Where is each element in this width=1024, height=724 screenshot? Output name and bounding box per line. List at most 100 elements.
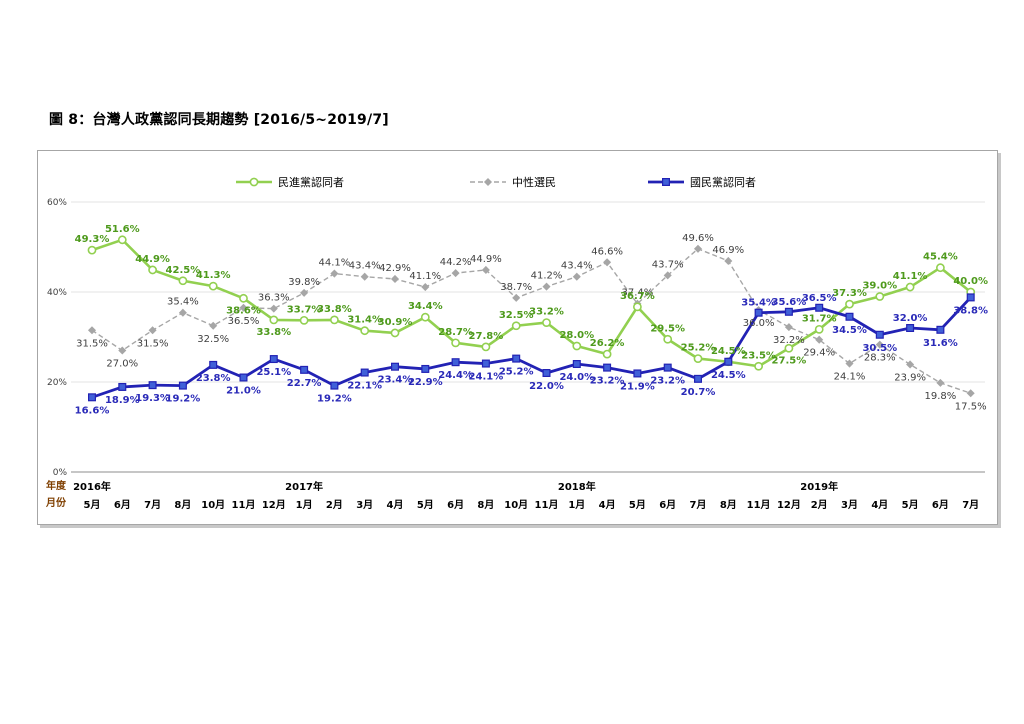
- x-tick-label: 6月: [932, 499, 949, 511]
- point-neutral: [269, 304, 278, 313]
- point-neutral: [330, 269, 339, 278]
- x-tick-label: 6月: [659, 499, 676, 511]
- point-neutral: [300, 288, 309, 297]
- data-label-kmt: 24.4%: [438, 370, 473, 381]
- point-dpp: [663, 334, 673, 344]
- point-dpp: [178, 276, 188, 286]
- point-dpp: [511, 321, 521, 331]
- legend-label-dpp: 民進黨認同者: [278, 175, 344, 189]
- point-neutral: [815, 335, 824, 344]
- legend-layer: 民進黨認同者 中性選民 國民黨認同者: [236, 175, 756, 189]
- point-neutral: [966, 389, 975, 398]
- data-label-dpp: 30.9%: [378, 317, 413, 328]
- point-kmt: [148, 381, 157, 390]
- data-label-kmt: 21.9%: [620, 381, 655, 392]
- point-neutral: [178, 308, 187, 317]
- point-kmt: [603, 363, 612, 372]
- point-dpp: [239, 293, 248, 303]
- point-neutral: [693, 244, 703, 253]
- y-tick-label: 40%: [47, 288, 67, 298]
- data-label-kmt: 23.2%: [650, 376, 685, 387]
- data-label-neutral: 44.9%: [470, 254, 502, 265]
- series-line-neutral: [91, 248, 971, 394]
- legend-marker-dpp: [249, 177, 259, 187]
- data-label-dpp: 28.0%: [559, 330, 594, 341]
- data-label-neutral: 43.4%: [349, 261, 381, 272]
- data-label-neutral: 46.6%: [591, 246, 623, 257]
- data-label-neutral: 24.1%: [834, 372, 866, 383]
- point-kmt: [663, 363, 672, 372]
- point-dpp: [390, 328, 400, 338]
- point-neutral: [936, 378, 945, 387]
- data-label-kmt: 24.1%: [469, 372, 504, 383]
- point-dpp: [814, 324, 824, 334]
- point-neutral: [239, 303, 248, 312]
- data-label-neutral: 41.1%: [409, 271, 441, 282]
- point-dpp: [754, 361, 763, 371]
- point-neutral: [451, 269, 460, 278]
- data-label-dpp: 49.3%: [75, 234, 110, 245]
- point-neutral: [784, 323, 793, 332]
- data-label-dpp: 23.5%: [741, 350, 776, 361]
- data-label-neutral: 31.5%: [76, 338, 108, 349]
- data-label-kmt: 34.5%: [832, 325, 867, 336]
- x-year-label: 2017年: [285, 480, 323, 493]
- point-kmt: [118, 382, 127, 391]
- data-label-neutral: 38.7%: [500, 282, 532, 293]
- label-layer: 31.5% 27.0% 31.5% 35.4% 32.5% 36.5% 36.3% 39.8%…: [75, 224, 988, 416]
- data-label-dpp: 33.8%: [317, 304, 352, 315]
- point-kmt: [360, 368, 369, 377]
- point-kmt: [936, 325, 945, 334]
- x-tick-label: 10月: [201, 499, 225, 511]
- data-label-neutral: 36.3%: [258, 293, 290, 304]
- x-year-label: 2019年: [800, 480, 838, 493]
- point-kmt: [209, 360, 218, 369]
- point-kmt: [784, 307, 793, 316]
- data-label-neutral: 29.4%: [803, 348, 835, 359]
- data-label-kmt: 19.3%: [135, 393, 170, 404]
- x-tick-label: 2月: [326, 499, 343, 511]
- point-kmt: [451, 358, 460, 367]
- data-label-neutral: 28.3%: [864, 353, 896, 364]
- point-kmt: [542, 369, 551, 378]
- point-kmt: [815, 303, 824, 312]
- data-label-kmt: 22.1%: [347, 381, 382, 392]
- point-kmt: [966, 293, 975, 302]
- data-label-dpp: 37.3%: [832, 288, 867, 299]
- point-dpp: [693, 354, 703, 363]
- point-neutral: [724, 256, 733, 265]
- point-neutral: [118, 346, 127, 355]
- data-label-kmt: 22.7%: [287, 378, 322, 389]
- point-dpp: [633, 302, 642, 312]
- point-dpp: [936, 263, 945, 273]
- x-tick-label: 7月: [962, 499, 979, 511]
- point-dpp: [875, 292, 885, 301]
- point-neutral: [542, 282, 551, 291]
- data-label-neutral: 43.7%: [652, 259, 684, 270]
- point-kmt: [633, 369, 642, 378]
- x-tick-label: 5月: [84, 499, 101, 511]
- data-label-neutral: 17.5%: [955, 401, 987, 412]
- point-kmt: [512, 354, 521, 363]
- data-label-kmt: 30.5%: [862, 343, 897, 354]
- x-tick-label: 7月: [690, 499, 707, 511]
- point-dpp: [602, 349, 612, 359]
- x-tick-label: 5月: [902, 499, 919, 511]
- data-label-dpp: 36.7%: [620, 291, 655, 302]
- x-tick-label: 8月: [174, 499, 191, 511]
- y-tick-label: 0%: [53, 468, 68, 478]
- x-tick-label: 12月: [262, 499, 286, 511]
- data-label-neutral: 46.9%: [712, 245, 744, 256]
- x-year-label: 2016年: [73, 480, 111, 493]
- point-neutral: [603, 258, 612, 267]
- data-label-kmt: 23.8%: [196, 373, 231, 384]
- point-neutral: [906, 360, 915, 369]
- x-tick-label: 4月: [871, 499, 888, 511]
- point-kmt: [300, 365, 309, 374]
- year-row-label: 年度: [46, 479, 67, 492]
- series-line-kmt: [91, 296, 972, 399]
- y-tick-label: 60%: [47, 198, 67, 208]
- data-label-kmt: 23.2%: [590, 376, 625, 387]
- point-kmt: [239, 373, 248, 382]
